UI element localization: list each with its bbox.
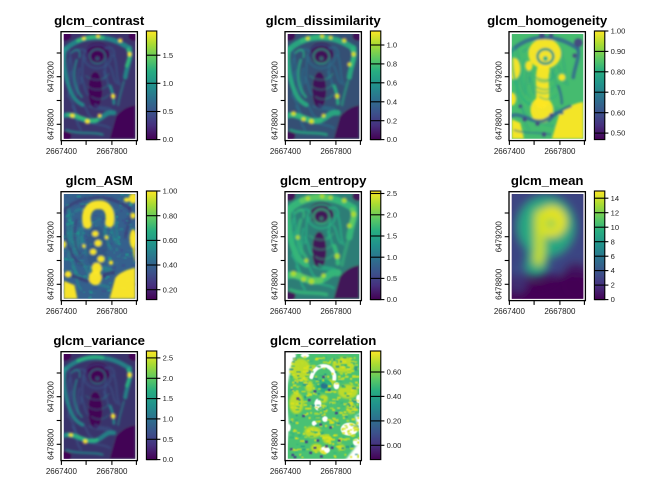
svg-text:1.00: 1.00 (163, 187, 178, 196)
svg-text:14: 14 (611, 194, 619, 203)
svg-text:6479200: 6479200 (271, 381, 280, 413)
svg-text:2667400: 2667400 (494, 147, 526, 156)
svg-text:glcm_correlation: glcm_correlation (270, 333, 376, 348)
svg-text:6479200: 6479200 (271, 221, 280, 253)
svg-text:10: 10 (611, 223, 619, 232)
svg-text:0.80: 0.80 (611, 67, 626, 76)
svg-text:2667400: 2667400 (494, 307, 526, 316)
svg-text:1.00: 1.00 (611, 27, 626, 36)
svg-text:0.8: 0.8 (387, 60, 398, 69)
svg-text:1.5: 1.5 (163, 394, 174, 403)
svg-text:glcm_variance: glcm_variance (53, 333, 145, 348)
svg-text:glcm_ASM: glcm_ASM (65, 173, 132, 188)
svg-text:0.60: 0.60 (611, 108, 626, 117)
svg-text:1.0: 1.0 (163, 79, 174, 88)
svg-text:6478800: 6478800 (47, 268, 56, 300)
svg-text:0.0: 0.0 (387, 135, 398, 144)
svg-text:2667800: 2667800 (96, 467, 128, 476)
svg-text:1.0: 1.0 (163, 415, 174, 424)
svg-text:glcm_contrast: glcm_contrast (54, 13, 145, 28)
svg-text:0.2: 0.2 (387, 116, 398, 125)
svg-text:2.0: 2.0 (387, 210, 398, 219)
svg-text:2667800: 2667800 (544, 147, 576, 156)
svg-text:0.20: 0.20 (387, 417, 402, 426)
svg-text:2667400: 2667400 (270, 147, 302, 156)
svg-text:0.80: 0.80 (163, 211, 178, 220)
svg-text:2667800: 2667800 (320, 147, 352, 156)
svg-text:6478800: 6478800 (495, 108, 504, 140)
svg-text:0: 0 (611, 295, 615, 304)
svg-text:1.0: 1.0 (387, 253, 398, 262)
svg-text:6479200: 6479200 (271, 61, 280, 93)
svg-text:0.40: 0.40 (387, 392, 402, 401)
svg-text:2.5: 2.5 (163, 354, 174, 363)
svg-text:12: 12 (611, 208, 619, 217)
svg-text:0.20: 0.20 (163, 285, 178, 294)
svg-text:2.0: 2.0 (163, 374, 174, 383)
svg-text:1.5: 1.5 (163, 51, 174, 60)
svg-text:6478800: 6478800 (271, 428, 280, 460)
svg-text:1.5: 1.5 (387, 232, 398, 241)
svg-text:6479200: 6479200 (495, 221, 504, 253)
svg-text:glcm_mean: glcm_mean (511, 173, 584, 188)
svg-text:0.0: 0.0 (163, 135, 174, 144)
svg-text:6479200: 6479200 (47, 381, 56, 413)
svg-text:2667400: 2667400 (46, 147, 78, 156)
svg-text:0.70: 0.70 (611, 88, 626, 97)
svg-text:2667800: 2667800 (544, 307, 576, 316)
svg-text:0.4: 0.4 (387, 97, 398, 106)
svg-text:0.50: 0.50 (611, 129, 626, 138)
svg-text:2667400: 2667400 (46, 307, 78, 316)
svg-text:6478800: 6478800 (271, 268, 280, 300)
svg-text:6478800: 6478800 (271, 108, 280, 140)
svg-text:2667400: 2667400 (270, 307, 302, 316)
svg-text:2667800: 2667800 (320, 307, 352, 316)
svg-text:0.5: 0.5 (163, 435, 174, 444)
svg-text:2667400: 2667400 (270, 467, 302, 476)
svg-text:0.5: 0.5 (387, 274, 398, 283)
svg-text:6478800: 6478800 (47, 108, 56, 140)
svg-text:2667800: 2667800 (320, 467, 352, 476)
svg-text:6478800: 6478800 (47, 428, 56, 460)
svg-text:0.60: 0.60 (387, 368, 402, 377)
svg-text:0.0: 0.0 (163, 455, 174, 464)
svg-text:0.90: 0.90 (611, 47, 626, 56)
svg-text:2667400: 2667400 (46, 467, 78, 476)
svg-text:2667800: 2667800 (96, 147, 128, 156)
svg-text:0.60: 0.60 (163, 236, 178, 245)
svg-text:0.0: 0.0 (387, 295, 398, 304)
svg-text:glcm_entropy: glcm_entropy (280, 173, 367, 188)
svg-text:6478800: 6478800 (495, 268, 504, 300)
svg-text:8: 8 (611, 237, 615, 246)
svg-text:0.40: 0.40 (163, 261, 178, 270)
svg-text:2667800: 2667800 (96, 307, 128, 316)
svg-text:0.5: 0.5 (163, 107, 174, 116)
svg-text:0.00: 0.00 (387, 441, 402, 450)
svg-text:glcm_dissimilarity: glcm_dissimilarity (266, 13, 382, 28)
svg-text:1.0: 1.0 (387, 41, 398, 50)
svg-text:2.5: 2.5 (387, 189, 398, 198)
svg-text:2: 2 (611, 281, 615, 290)
svg-text:glcm_homogeneity: glcm_homogeneity (487, 13, 608, 28)
svg-text:0.6: 0.6 (387, 78, 398, 87)
svg-text:4: 4 (611, 266, 615, 275)
svg-text:6479200: 6479200 (47, 61, 56, 93)
svg-text:6: 6 (611, 252, 615, 261)
svg-text:6479200: 6479200 (495, 61, 504, 93)
svg-text:6479200: 6479200 (47, 221, 56, 253)
